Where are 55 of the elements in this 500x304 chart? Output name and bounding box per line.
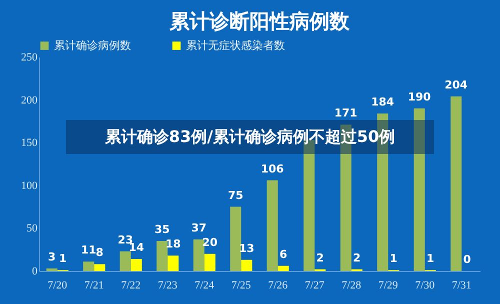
chart-title: 累计诊断阳性病例数 xyxy=(168,9,350,33)
data-label: 106 xyxy=(260,162,284,176)
x-tick-label: 7/24 xyxy=(194,280,215,292)
x-tick-label: 7/31 xyxy=(452,280,472,292)
data-label: 171 xyxy=(334,106,358,120)
data-label: 190 xyxy=(408,90,432,104)
y-tick-label: 200 xyxy=(21,94,38,106)
bar xyxy=(94,264,106,271)
data-label: 2 xyxy=(353,251,361,264)
x-tick-label: 7/25 xyxy=(231,280,252,292)
data-label: 2 xyxy=(316,251,324,264)
bar xyxy=(278,266,289,271)
x-tick-label: 7/28 xyxy=(342,280,362,292)
data-label: 1 xyxy=(390,252,398,266)
data-label: 11 xyxy=(80,244,96,257)
y-tick-label: 250 xyxy=(21,52,38,64)
x-tick-label: 7/20 xyxy=(48,280,68,292)
y-tick-label: 100 xyxy=(21,180,38,192)
data-label: 6 xyxy=(280,248,288,261)
data-label: 8 xyxy=(96,246,104,260)
y-tick-label: 150 xyxy=(21,137,38,150)
legend-label: 累计无症状感染者数 xyxy=(186,38,285,52)
bar xyxy=(156,241,168,271)
data-label: 35 xyxy=(154,223,170,236)
data-label: 0 xyxy=(463,253,472,266)
bar xyxy=(450,96,462,271)
bar xyxy=(83,262,94,271)
data-label: 75 xyxy=(228,188,244,202)
y-tick-label: 50 xyxy=(26,222,38,235)
y-tick-label: 0 xyxy=(32,266,38,278)
x-tick-label: 7/21 xyxy=(84,280,104,292)
bar xyxy=(120,251,131,271)
data-label: 184 xyxy=(371,95,394,108)
bar xyxy=(46,268,58,271)
data-label: 1 xyxy=(426,252,434,266)
bar xyxy=(168,256,179,271)
bar xyxy=(414,108,425,271)
x-tick-label: 7/27 xyxy=(304,280,325,292)
bar xyxy=(193,239,204,271)
bar xyxy=(130,259,142,271)
bar xyxy=(241,260,252,271)
legend-label: 累计确诊病例数 xyxy=(54,38,131,52)
data-label: 1 xyxy=(59,252,67,266)
x-tick-label: 7/30 xyxy=(415,280,436,292)
data-label: 204 xyxy=(444,78,468,92)
x-tick-label: 7/26 xyxy=(268,280,288,292)
x-tick-label: 7/29 xyxy=(378,280,398,292)
bar xyxy=(230,206,242,271)
x-tick-label: 7/22 xyxy=(121,280,141,292)
bar xyxy=(266,180,278,271)
x-tick-label: 7/23 xyxy=(158,280,178,292)
bar xyxy=(204,254,216,271)
caption-panel: 累计确诊83例/累计确诊病例不超过50例 xyxy=(66,120,434,154)
data-label: 3 xyxy=(48,250,56,264)
data-label: 37 xyxy=(191,221,207,234)
